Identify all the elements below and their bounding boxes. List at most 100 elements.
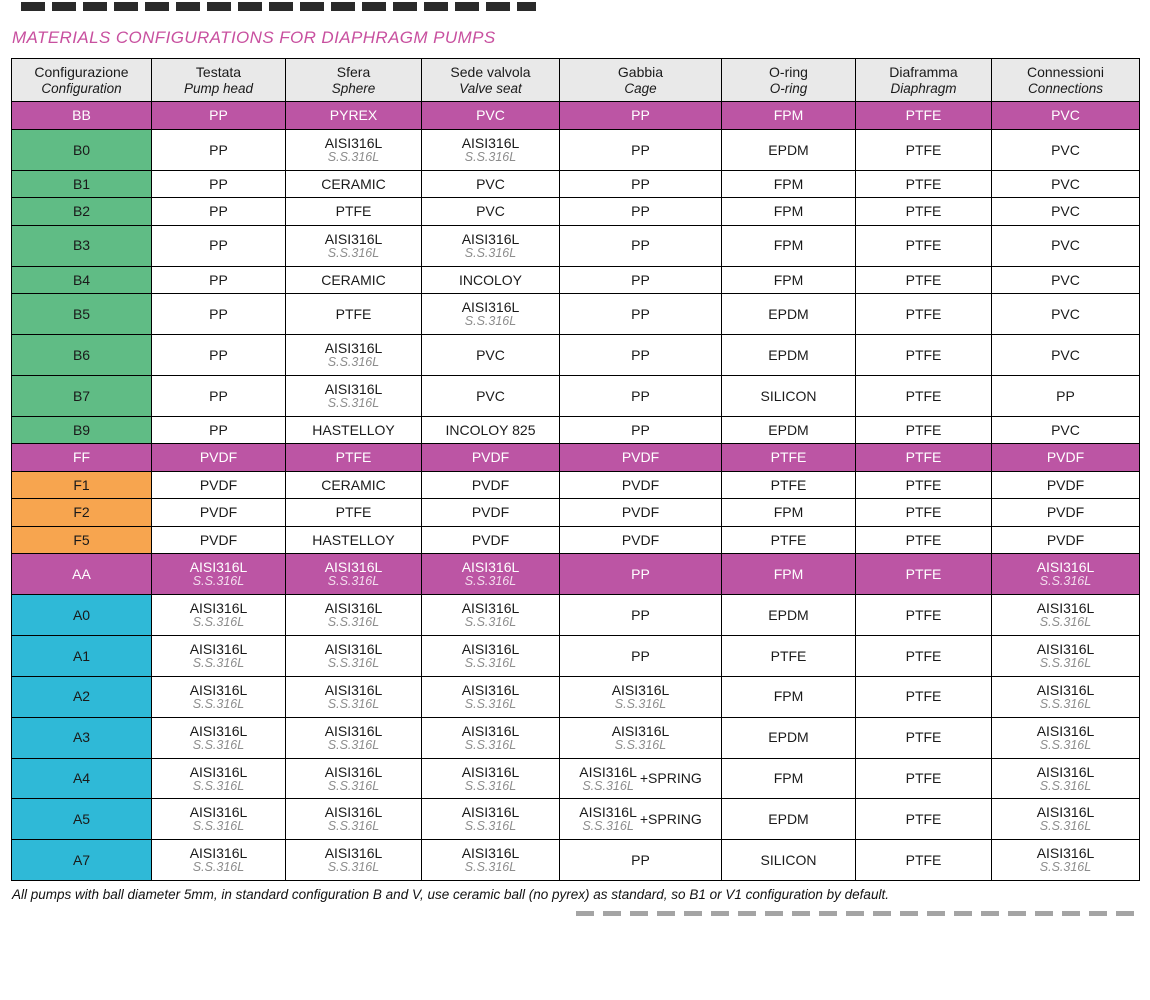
material-cell: AISI316L S.S.316L [421, 594, 560, 636]
material-cell: PVDF [421, 443, 560, 472]
material-cell: PTFE [855, 443, 992, 472]
material-cell: PVDF [559, 443, 722, 472]
config-row-A2: A2 AISI316L S.S.316L AISI316L S.S.316L AISI31… [11, 675, 1140, 718]
config-code-B4: B4 [11, 265, 152, 295]
material-cell: INCOLOY 825 [421, 415, 560, 445]
material-cell: AISI316L S.S.316L [991, 839, 1140, 882]
material-cell: EPDM [721, 128, 856, 171]
material-cell: AISI316L S.S.316L [421, 224, 560, 267]
column-header-diaphragm: Diaframma Diaphragm [855, 57, 992, 103]
material-cell: HASTELLOY [285, 415, 422, 445]
material-cell: AISI316L S.S.316L [991, 675, 1140, 718]
material-cell: AISI316L S.S.316L [991, 798, 1140, 841]
material-cell: PVDF [421, 525, 560, 555]
column-header-connections: Connessioni Connections [991, 57, 1140, 103]
material-cell: CERAMIC [285, 470, 422, 500]
config-code-B2: B2 [11, 197, 152, 226]
material-cell: FPM [721, 224, 856, 267]
material-cell: AISI316L S.S.316L [151, 634, 286, 677]
material-cell: PP [559, 197, 722, 226]
material-cell: PVC [991, 128, 1140, 171]
material-cell: PVDF [991, 498, 1140, 527]
material-cell: PVDF [151, 443, 286, 472]
material-cell: PTFE [855, 224, 992, 267]
material-cell: AISI316L S.S.316L [285, 675, 422, 718]
config-code-A3: A3 [11, 716, 152, 759]
material-cell: PTFE [855, 334, 992, 376]
material-cell: PP [559, 101, 722, 130]
material-cell: PP [559, 169, 722, 199]
config-code-AA: AA [11, 553, 152, 596]
column-header-sphere: Sfera Sphere [285, 57, 422, 103]
material-cell: PVC [421, 334, 560, 376]
material-cell: INCOLOY [421, 265, 560, 295]
config-code-A0: A0 [11, 594, 152, 636]
material-cell: AISI316L S.S.316L [151, 594, 286, 636]
material-cell: EPDM [721, 415, 856, 445]
material-cell: PP [151, 101, 286, 130]
material-cell: PTFE [855, 293, 992, 336]
material-cell: PP [559, 128, 722, 171]
material-cell: PVDF [559, 470, 722, 500]
material-cell: PP [559, 839, 722, 882]
material-cell: PYREX [285, 101, 422, 130]
material-cell: AISI316L S.S.316L [421, 553, 560, 596]
cropped-text-artifact-bottom [576, 911, 1136, 917]
config-row-B2: B2 PP PTFE PVC PP FPM PTFE PVC [11, 197, 1140, 226]
material-cell: AISI316L S.S.316L [421, 839, 560, 882]
config-code-FF: FF [11, 443, 152, 472]
material-cell: PTFE [855, 128, 992, 171]
material-cell: PP [991, 374, 1140, 417]
config-row-B7: B7 PP AISI316L S.S.316L PVC PP SILICON PTFE PP [11, 374, 1140, 417]
material-cell: PTFE [855, 265, 992, 295]
material-cell: PVDF [559, 498, 722, 527]
material-cell: AISI316L S.S.316L [151, 757, 286, 800]
material-cell: FPM [721, 675, 856, 718]
material-cell: AISI316L S.S.316L [285, 334, 422, 376]
material-cell: PVC [991, 169, 1140, 199]
config-code-F2: F2 [11, 498, 152, 527]
material-cell: PP [151, 415, 286, 445]
material-cell: AISI316L S.S.316L [991, 594, 1140, 636]
material-cell: EPDM [721, 798, 856, 841]
material-cell: PP [559, 594, 722, 636]
material-cell: PP [559, 224, 722, 267]
material-cell: PTFE [855, 101, 992, 130]
material-cell: AISI316L S.S.316L [285, 757, 422, 800]
config-row-B5: B5 PP PTFE AISI316L S.S.316L PP EPDM PTFE PVC [11, 293, 1140, 336]
material-cell: AISI316L S.S.316L [285, 634, 422, 677]
material-cell: AISI316L S.S.316L [991, 757, 1140, 800]
material-cell: PTFE [285, 293, 422, 336]
config-row-A7: A7 AISI316L S.S.316L AISI316L S.S.316L AISI31… [11, 839, 1140, 882]
material-cell: AISI316L S.S.316L [421, 716, 560, 759]
material-cell: AISI316L S.S.316L [991, 553, 1140, 596]
material-cell: AISI316L S.S.316L [285, 128, 422, 171]
material-cell: CERAMIC [285, 265, 422, 295]
material-cell: PTFE [721, 443, 856, 472]
material-cell: AISI316L S.S.316L [285, 594, 422, 636]
material-cell: PVC [421, 197, 560, 226]
material-cell: PTFE [855, 525, 992, 555]
material-cell: PVC [991, 101, 1140, 130]
material-cell: CERAMIC [285, 169, 422, 199]
config-row-FF: FF PVDF PTFE PVDF PVDF PTFE PTFE PVDF [11, 443, 1140, 472]
config-code-B3: B3 [11, 224, 152, 267]
material-cell: PVDF [559, 525, 722, 555]
config-code-B5: B5 [11, 293, 152, 336]
material-cell: PTFE [855, 470, 992, 500]
material-cell: AISI316L S.S.316L [421, 757, 560, 800]
material-cell: PP [151, 197, 286, 226]
material-cell: PVDF [991, 525, 1140, 555]
material-cell: PP [559, 634, 722, 677]
material-cell: PTFE [855, 798, 992, 841]
material-cell: AISI316L S.S.316L [151, 716, 286, 759]
material-cell: PTFE [855, 374, 992, 417]
footnote: All pumps with ball diameter 5mm, in sta… [12, 887, 889, 903]
material-cell: PTFE [285, 197, 422, 226]
material-cell: AISI316L S.S.316L [285, 553, 422, 596]
material-cell: PTFE [855, 415, 992, 445]
material-cell: PVC [991, 224, 1140, 267]
material-cell: PP [559, 415, 722, 445]
material-cell: AISI316L S.S.316L [151, 798, 286, 841]
config-code-B7: B7 [11, 374, 152, 417]
